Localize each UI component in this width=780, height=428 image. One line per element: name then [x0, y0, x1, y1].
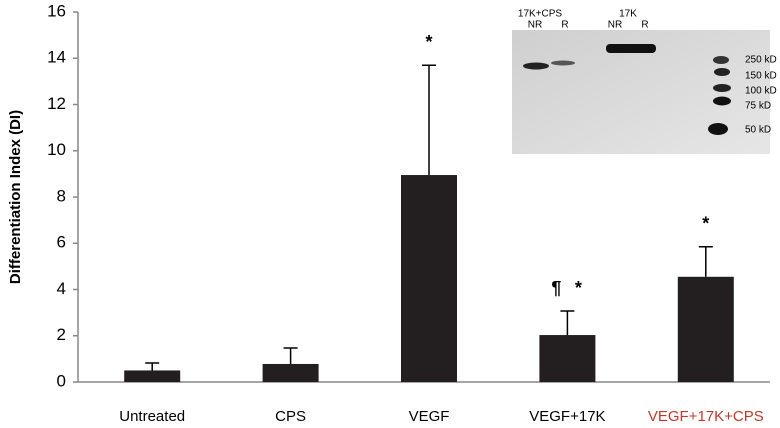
y-tick-label: 8	[57, 186, 66, 205]
error-bar	[698, 245, 713, 277]
y-tick-label: 2	[57, 325, 66, 344]
blot-band	[713, 84, 731, 92]
blot-band	[708, 123, 728, 135]
y-tick-label: 14	[47, 48, 66, 67]
error-bar	[422, 64, 436, 176]
blot-lane-label: R	[641, 20, 648, 31]
blot-lane-label: R	[561, 20, 568, 31]
error-bar	[283, 347, 298, 364]
blot-marker-label: 100 kD	[745, 86, 777, 97]
blot-lane-label: NR	[528, 20, 542, 31]
x-tick-label: CPS	[275, 408, 306, 425]
x-tick-label: VEGF	[409, 408, 450, 425]
x-tick-label: VEGF+17K	[529, 408, 605, 425]
annotation: *	[702, 213, 709, 233]
blot-band	[523, 62, 549, 70]
annotation: *	[425, 32, 432, 52]
blot-marker-label: 50 kD	[745, 125, 771, 136]
blot-band	[606, 44, 656, 53]
blot-group-label: 17K	[619, 9, 637, 20]
bar	[262, 363, 319, 382]
blot-band	[714, 68, 730, 76]
annotation: *	[575, 278, 582, 298]
y-tick-label: 10	[47, 140, 66, 159]
blot-marker-label: 250 kD	[745, 55, 777, 66]
blot-marker-label: 150 kD	[745, 71, 777, 82]
error-bar	[145, 362, 160, 371]
y-tick-label: 6	[57, 233, 66, 252]
blot-band	[713, 56, 729, 64]
error-bar	[560, 310, 575, 336]
bar	[677, 276, 734, 382]
y-tick-label: 4	[57, 279, 66, 298]
blot-marker-label: 75 kD	[745, 101, 771, 112]
x-tick-label: VEGF+17K+CPS	[648, 408, 764, 425]
blot-lane-label: NR	[608, 20, 622, 31]
blot-band	[551, 60, 575, 66]
y-tick-label: 0	[57, 371, 66, 390]
annotation: ¶	[551, 278, 561, 298]
bar	[124, 370, 181, 382]
x-tick-label: Untreated	[119, 408, 185, 425]
bar	[539, 335, 596, 382]
y-tick-label: 16	[47, 1, 66, 20]
bar	[401, 175, 457, 382]
y-axis-label: Differentiation Index (DI)	[7, 110, 24, 284]
blot-band	[713, 96, 731, 106]
blot-group-label: 17K+CPS	[518, 9, 563, 20]
inset-blot	[512, 30, 770, 154]
y-tick-label: 12	[47, 94, 66, 113]
